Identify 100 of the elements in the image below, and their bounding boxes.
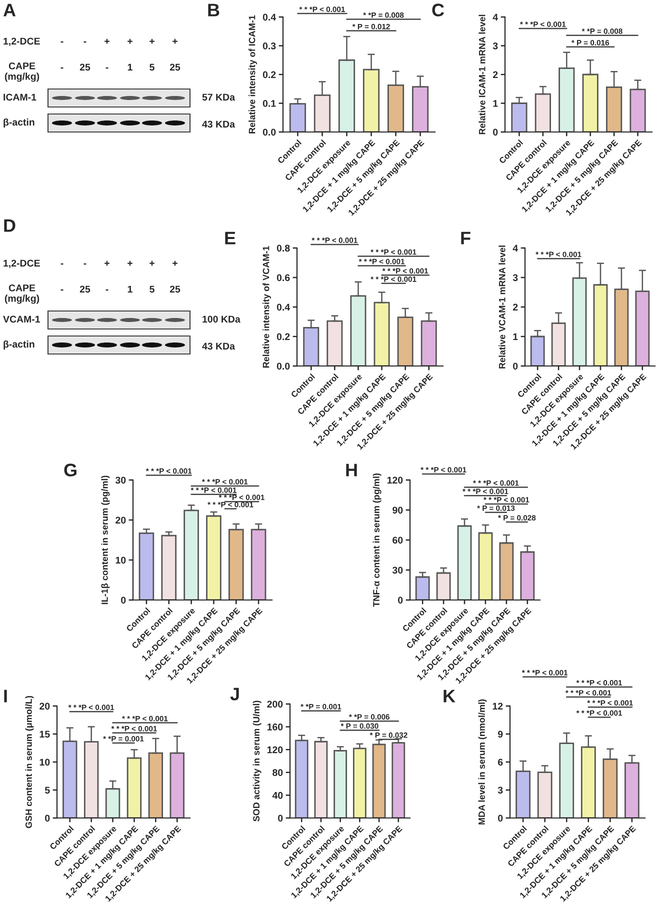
y-axis-title: Relative VCAM-1 mRNA level: [498, 246, 506, 368]
text: 25: [80, 286, 90, 293]
text: 1,2-DCE: [4, 38, 40, 46]
text: 25: [170, 286, 180, 293]
y-axis-title: GSH content in serum (μmol/L): [25, 696, 34, 828]
y-tick-label: 10: [116, 556, 126, 564]
bar: [161, 534, 177, 600]
y-tick-label: 1: [513, 333, 518, 340]
y-tick-label: 0: [493, 128, 498, 136]
text: -: [60, 67, 64, 69]
y-axis-title: Relative ICAM-1 mRNA level: [478, 14, 486, 134]
bar: [326, 320, 343, 366]
y-tick-label: 30: [392, 566, 403, 574]
text: -: [106, 289, 108, 291]
y-tick-label: 0.4: [262, 14, 276, 21]
y-tick-label: 160: [267, 724, 283, 730]
text: +: [104, 38, 110, 44]
bar: [372, 744, 386, 818]
bar: [415, 576, 430, 600]
y-tick-label: 10: [40, 758, 50, 766]
text: β-actin: [4, 118, 34, 128]
text: 25: [80, 64, 90, 71]
y-axis-title: MDA level in serum (nmol/ml): [478, 699, 487, 824]
chart-title: E: [225, 232, 236, 244]
y-tick-label: 2: [492, 71, 498, 78]
y-tick-label: 120: [387, 476, 403, 484]
bar: [228, 528, 244, 600]
text: 100 KDa: [202, 316, 240, 323]
y-tick-label: 0: [45, 814, 50, 822]
bar: [289, 103, 306, 132]
bar: [436, 572, 451, 600]
chart-title: I: [4, 690, 7, 702]
y-tick-label: 0.1: [262, 100, 276, 107]
y-tick-label: 6: [498, 758, 503, 766]
chart-title: H: [346, 464, 357, 476]
text: -: [60, 289, 64, 291]
bar: [334, 750, 348, 818]
text: -: [106, 67, 108, 69]
bar: [138, 532, 154, 600]
text: 43 KDa: [202, 342, 236, 350]
y-tick-label: 12: [492, 702, 503, 710]
y-axis-title: TNF-α content in serum (pg/ml): [372, 473, 382, 607]
text: -: [60, 41, 64, 43]
y-tick-label: 0.3: [262, 42, 276, 50]
y-tick-label: 0: [278, 814, 283, 822]
text: 25: [170, 64, 180, 71]
bar: [250, 528, 266, 600]
y-tick-label: 0: [498, 814, 503, 822]
y-tick-label: 80: [272, 769, 283, 776]
text: VCAM-1: [3, 316, 40, 323]
text: -: [84, 41, 86, 43]
text: 1: [128, 64, 132, 71]
text: CAPE (mg/kg): [4, 62, 40, 82]
y-tick-label: 9: [498, 730, 503, 738]
y-tick-label: 0: [121, 596, 126, 604]
text: 5: [150, 286, 154, 293]
y-tick-label: 20: [40, 702, 50, 710]
y-tick-label: 15: [40, 730, 50, 738]
bar: [314, 740, 328, 818]
text: +: [172, 260, 178, 266]
y-tick-label: 0.8: [276, 244, 290, 252]
y-tick-label: 0.0: [262, 128, 276, 136]
text: +: [172, 38, 178, 44]
text: 43 KDa: [202, 120, 236, 128]
bar: [206, 515, 222, 600]
text: -: [60, 263, 64, 265]
y-tick-label: 5: [44, 786, 50, 794]
text: 57 KDa: [202, 94, 236, 101]
text: D: [4, 219, 16, 232]
text: +: [150, 38, 154, 44]
bar: [184, 510, 199, 600]
y-tick-label: 0: [513, 362, 518, 370]
text: -: [84, 263, 86, 265]
text: +: [128, 260, 132, 266]
text: β-actin: [4, 340, 34, 350]
y-tick-label: 90: [392, 506, 403, 514]
y-axis-title: SOD activity in serum (U/ml): [252, 700, 262, 822]
bar: [294, 740, 308, 818]
chart-title: F: [461, 232, 470, 244]
y-tick-label: 3: [498, 786, 503, 794]
chart-title: G: [64, 464, 76, 476]
text: +: [104, 260, 110, 266]
text: ICAM-1: [4, 94, 36, 101]
y-tick-label: 4: [512, 244, 518, 252]
y-tick-label: 3: [512, 274, 518, 282]
text: +: [150, 260, 154, 266]
y-tick-label: 0.4: [276, 304, 290, 311]
bar: [392, 742, 406, 818]
y-tick-label: 60: [392, 536, 403, 544]
text: CAPE (mg/kg): [4, 284, 40, 304]
y-tick-label: 0.6: [276, 274, 290, 282]
y-tick-label: 0.2: [262, 71, 276, 78]
y-tick-label: 0: [398, 596, 403, 604]
y-tick-label: 4: [492, 14, 498, 21]
y-tick-label: 0.2: [276, 333, 290, 340]
text: A: [3, 4, 16, 16]
text: +: [128, 38, 132, 44]
y-tick-label: 2: [512, 304, 518, 311]
y-tick-label: 1: [493, 100, 498, 107]
bar: [352, 748, 366, 818]
